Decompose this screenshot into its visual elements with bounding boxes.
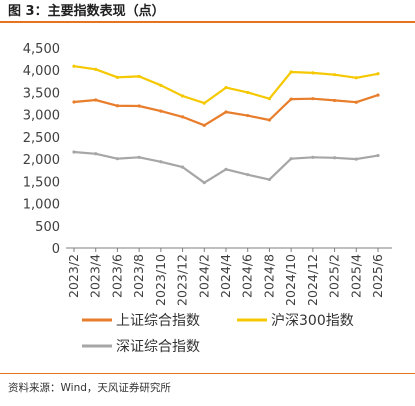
y-tick-label: 1,000 xyxy=(23,198,60,213)
data-point xyxy=(376,93,380,97)
data-point xyxy=(267,97,272,101)
y-tick-label: 3,500 xyxy=(23,86,60,101)
y-tick-label: 2,500 xyxy=(23,131,60,146)
x-tick-label: 2024/6 xyxy=(240,254,255,298)
x-tick-label: 2025/4 xyxy=(348,254,363,298)
x-axis: 2023/2 2023/4 2023/6 2023/8 2023/10 2023/12 20… xyxy=(66,247,392,306)
data-point xyxy=(180,165,185,169)
data-point xyxy=(115,104,120,108)
x-tick-label: 2024/12 xyxy=(305,254,320,306)
x-tick-label: 2023/10 xyxy=(153,254,168,306)
series-line xyxy=(73,65,379,105)
data-point xyxy=(354,100,358,104)
data-point xyxy=(332,73,337,77)
x-tick-label: 2024/8 xyxy=(261,254,276,298)
data-point xyxy=(311,155,315,159)
y-tick-label: 1,500 xyxy=(23,175,60,190)
data-point xyxy=(332,98,337,103)
x-tick-label: 2024/10 xyxy=(283,254,298,306)
legend-label: 上证综合指数 xyxy=(116,313,200,329)
x-tick-label: 2023/6 xyxy=(109,254,124,298)
y-tick-label: 2,000 xyxy=(23,153,60,168)
series-lines xyxy=(72,64,380,185)
data-point xyxy=(354,157,358,161)
data-point xyxy=(246,90,250,95)
data-point xyxy=(115,75,120,79)
data-point xyxy=(246,173,250,177)
data-point xyxy=(180,115,185,119)
data-point xyxy=(137,155,141,159)
data-point xyxy=(137,104,141,108)
y-tick-label: 3,000 xyxy=(23,109,60,124)
data-point xyxy=(159,83,163,87)
data-point xyxy=(180,94,185,98)
data-point xyxy=(311,97,315,101)
x-tick-label: 2023/12 xyxy=(175,254,190,306)
data-point xyxy=(224,85,228,90)
data-point xyxy=(72,100,76,104)
x-tick-label: 2023/4 xyxy=(88,254,103,298)
data-point xyxy=(267,118,272,122)
data-point xyxy=(289,97,293,101)
data-point xyxy=(376,153,380,158)
x-tick-label: 2023/8 xyxy=(131,254,146,298)
data-point xyxy=(115,157,120,161)
y-tick-label: 500 xyxy=(35,220,60,235)
data-point xyxy=(202,181,206,185)
data-point xyxy=(332,156,337,160)
series-line xyxy=(73,94,379,127)
data-point xyxy=(72,150,76,154)
data-point xyxy=(267,177,272,182)
y-tick-label: 4,500 xyxy=(23,42,60,57)
chart-title: 图 3：主要指数表现（点） xyxy=(8,4,165,19)
source-note: 资料来源：Wind，天风证券研究所 xyxy=(8,382,171,394)
legend-label: 沪深300指数 xyxy=(271,313,354,329)
source-rule xyxy=(0,373,415,374)
data-point xyxy=(289,157,293,161)
y-tick-label: 0 xyxy=(52,242,60,257)
data-point xyxy=(202,123,206,127)
data-point xyxy=(246,113,250,118)
data-point xyxy=(376,72,380,76)
x-tick-label: 2025/6 xyxy=(370,254,385,298)
data-point xyxy=(137,74,141,79)
data-point xyxy=(159,109,163,113)
data-point xyxy=(94,67,98,71)
title-rule xyxy=(0,21,415,23)
data-point xyxy=(94,152,98,156)
data-point xyxy=(289,70,293,74)
data-point xyxy=(311,71,315,75)
data-point xyxy=(224,110,228,114)
data-point xyxy=(94,98,98,102)
x-tick-label: 2024/2 xyxy=(196,254,211,298)
data-point xyxy=(159,160,163,164)
y-tick-label: 4,000 xyxy=(23,64,60,79)
legend-label: 深证综合指数 xyxy=(116,339,200,355)
x-tick-label: 2025/2 xyxy=(327,254,342,298)
data-point xyxy=(354,76,358,80)
x-tick-label: 2024/4 xyxy=(218,254,233,298)
series-line xyxy=(73,150,379,184)
line-chart: 0 500 1,000 1,500 2,000 2,500 3,000 3,500 4,000 4… xyxy=(23,42,392,355)
data-point xyxy=(72,64,76,68)
x-tick-label: 2023/2 xyxy=(66,254,81,298)
data-point xyxy=(224,167,228,171)
data-point xyxy=(202,101,206,105)
y-axis: 0 500 1,000 1,500 2,000 2,500 3,000 3,500 4,000 4… xyxy=(23,42,60,257)
